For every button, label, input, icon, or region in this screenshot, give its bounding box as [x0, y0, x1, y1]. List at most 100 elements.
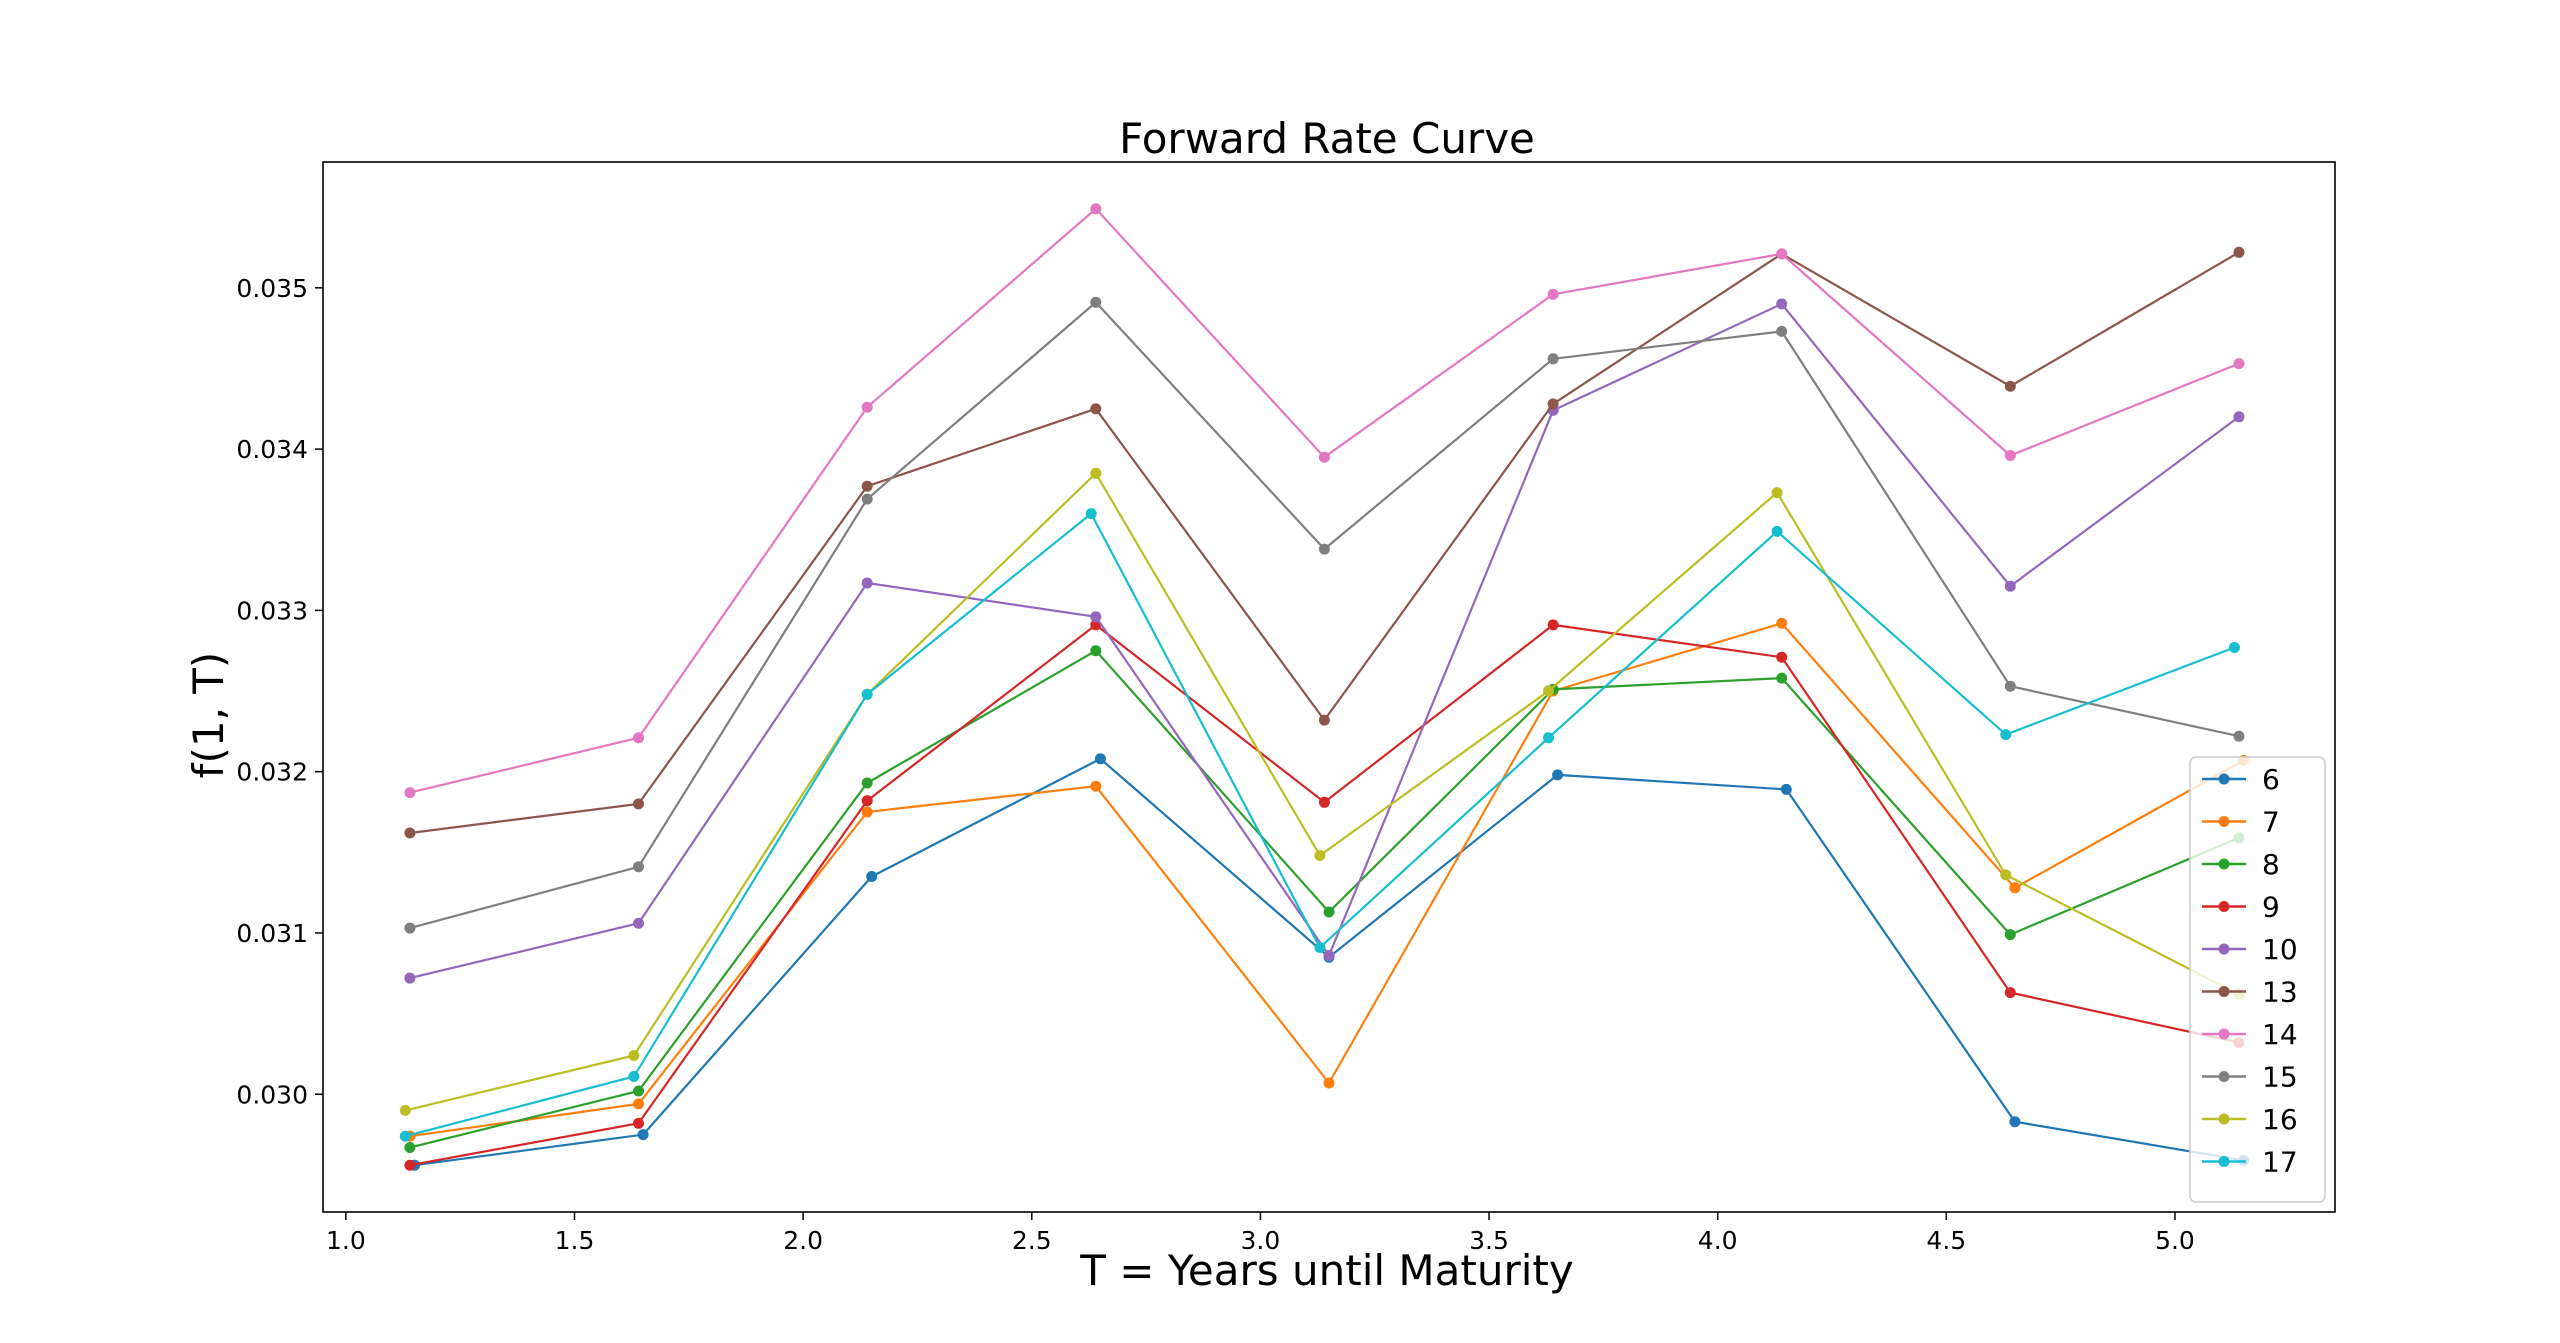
data-point-13-9	[2233, 246, 2245, 258]
legend-marker-17	[2218, 1156, 2230, 1167]
y-tick-label-4: 0.033	[236, 596, 308, 625]
legend-box	[2189, 756, 2326, 1203]
data-point-14-8	[2004, 450, 2016, 461]
series-15	[404, 296, 2245, 934]
data-point-16-2	[628, 1050, 640, 1061]
x-tick-label-9: 5.0	[2155, 1226, 2195, 1255]
data-point-10-8	[2004, 580, 2016, 592]
data-point-9-2	[633, 1117, 644, 1129]
legend-marker-9	[2218, 901, 2230, 912]
plot-frame	[322, 161, 2336, 1213]
data-point-6-2	[637, 1129, 649, 1141]
legend-item-15: 15	[2202, 1061, 2298, 1094]
data-point-7-5	[1323, 1077, 1335, 1089]
data-point-9-3	[861, 795, 873, 807]
data-point-10-3	[861, 577, 873, 589]
data-point-13-1	[404, 827, 416, 839]
legend-label-6: 6	[2262, 763, 2280, 796]
legend-item-10: 10	[2202, 933, 2298, 966]
legend-label-9: 9	[2262, 891, 2280, 924]
data-point-7-3	[861, 806, 873, 818]
y-tick-label-1: 0.030	[236, 1080, 308, 1109]
x-tick-label-7: 4.0	[1698, 1226, 1738, 1255]
data-point-13-2	[633, 798, 644, 810]
legend-label-10: 10	[2262, 933, 2298, 966]
legend-label-14: 14	[2262, 1018, 2298, 1051]
x-tick-label-6: 3.5	[1469, 1226, 1509, 1255]
legend-label-13: 13	[2262, 976, 2298, 1009]
data-point-7-2	[633, 1098, 644, 1110]
data-point-8-3	[861, 777, 873, 789]
data-point-13-6	[1547, 398, 1559, 410]
data-point-15-9	[2233, 730, 2245, 742]
chart-title: Forward Rate Curve	[1119, 114, 1535, 163]
x-tick-label-8: 4.5	[1926, 1226, 1966, 1255]
legend-marker-10	[2218, 943, 2230, 955]
data-point-10-4	[1090, 611, 1102, 623]
data-point-10-5	[1323, 950, 1335, 961]
legend-marker-8	[2218, 858, 2230, 870]
data-point-14-6	[1547, 288, 1559, 300]
legend-label-16: 16	[2262, 1103, 2298, 1136]
y-tick-label-5: 0.034	[236, 435, 308, 464]
data-point-8-4	[1090, 645, 1102, 657]
data-point-8-7	[1776, 672, 1788, 684]
legend-item-8: 8	[2202, 848, 2280, 881]
data-point-17-5	[1314, 942, 1326, 953]
series-17	[399, 508, 2240, 1142]
data-point-13-3	[861, 480, 873, 492]
data-point-17-4	[1085, 508, 1097, 520]
data-point-15-6	[1547, 353, 1559, 365]
legend: 6 7 8 9 10 13 14 15 16 17	[2189, 756, 2326, 1203]
x-tick-label-1: 1.0	[326, 1226, 366, 1255]
data-point-16-8	[2000, 869, 2012, 881]
data-point-8-5	[1323, 906, 1335, 918]
legend-label-15: 15	[2262, 1061, 2298, 1094]
data-point-6-7	[1780, 783, 1792, 795]
data-point-15-5	[1318, 543, 1330, 555]
data-point-14-2	[633, 732, 644, 744]
data-point-16-5	[1314, 850, 1326, 861]
data-point-8-1	[404, 1142, 416, 1153]
data-point-15-4	[1090, 296, 1102, 308]
legend-item-9: 9	[2202, 891, 2280, 924]
y-tick-label-6: 0.035	[236, 274, 308, 303]
legend-label-8: 8	[2262, 848, 2280, 881]
data-point-10-1	[404, 972, 416, 984]
legend-marker-6	[2218, 773, 2230, 785]
legend-item-14: 14	[2202, 1018, 2298, 1051]
data-point-10-9	[2233, 411, 2245, 423]
data-point-17-1	[399, 1130, 411, 1142]
data-point-14-3	[861, 401, 873, 413]
data-point-6-4	[1094, 753, 1106, 765]
data-point-13-5	[1318, 714, 1330, 726]
x-axis-label: T = Years until Maturity	[1079, 1246, 1573, 1295]
data-point-9-1	[404, 1159, 416, 1171]
data-point-10-2	[633, 917, 644, 929]
axes-layer: 1.0 1.5 2.0 2.5 3.0 3.5 4.0 4.5 5.0 0.030 0.031 0.0…	[236, 161, 2336, 1255]
legend-marker-7	[2218, 816, 2230, 827]
series-14	[404, 203, 2245, 799]
legend-item-16: 16	[2202, 1103, 2298, 1136]
legend-marker-15	[2218, 1071, 2230, 1082]
data-point-8-8	[2004, 929, 2016, 941]
data-point-15-2	[633, 861, 644, 873]
data-point-9-8	[2004, 987, 2016, 999]
data-point-16-7	[1771, 487, 1783, 499]
data-point-15-7	[1776, 325, 1788, 337]
data-point-14-1	[404, 787, 416, 799]
legend-item-17: 17	[2202, 1146, 2298, 1179]
data-point-13-8	[2004, 380, 2016, 392]
data-point-15-8	[2004, 680, 2016, 692]
data-point-17-7	[1771, 525, 1783, 537]
legend-item-7: 7	[2202, 806, 2280, 839]
legend-marker-16	[2218, 1113, 2230, 1125]
data-point-9-7	[1776, 651, 1788, 663]
data-point-16-4	[1090, 467, 1102, 479]
data-point-15-1	[404, 922, 416, 934]
legend-marker-14	[2218, 1028, 2230, 1040]
x-tick-label-3: 2.0	[783, 1226, 823, 1255]
x-tick-label-2: 1.5	[555, 1226, 595, 1255]
